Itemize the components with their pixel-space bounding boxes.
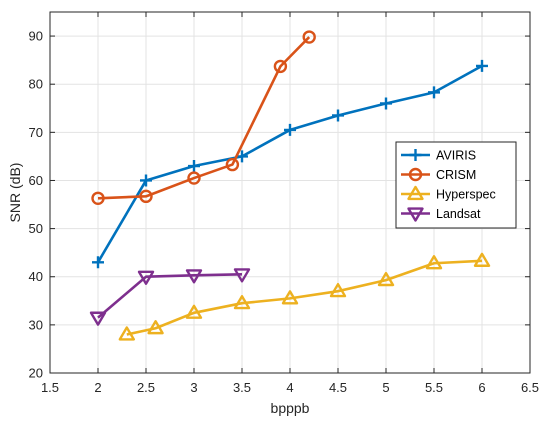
y-tick-label: 40	[29, 269, 43, 284]
y-tick-label: 70	[29, 125, 43, 140]
data-point-crism	[225, 157, 240, 172]
series-hyperspec	[118, 252, 491, 341]
x-axis-label: bpppb	[271, 400, 310, 416]
x-tick-label: 2	[94, 380, 101, 395]
data-point-landsat	[185, 269, 203, 284]
y-tick-label: 30	[29, 317, 43, 332]
x-tick-label: 4.5	[329, 380, 347, 395]
x-tick-label: 3.5	[233, 380, 251, 395]
legend-marker-landsat	[407, 207, 424, 222]
legend-marker-hyperspec	[407, 185, 424, 201]
x-tick-label: 5	[382, 380, 389, 395]
y-tick-label: 50	[29, 221, 43, 236]
axes-box	[49, 11, 531, 374]
series-landsat	[89, 268, 251, 326]
data-point-hyperspec	[233, 295, 251, 310]
data-point-aviris	[428, 86, 440, 99]
data-point-crism	[91, 191, 105, 205]
data-point-hyperspec	[473, 252, 491, 267]
x-tick-label: 6	[478, 380, 485, 395]
legend-marker-aviris	[409, 149, 422, 161]
data-point-aviris	[236, 150, 248, 163]
data-point-crism	[302, 30, 316, 44]
x-tick-label: 3	[190, 380, 197, 395]
y-tick-label: 90	[29, 29, 43, 44]
x-tick-label: 2.5	[137, 380, 155, 395]
legend: AVIRIS CRISM Hyperspec Landsat	[395, 141, 517, 229]
series-aviris	[92, 59, 488, 269]
legend-label-landsat: Landsat	[436, 207, 481, 221]
series-line-crism	[97, 36, 311, 200]
data-point-aviris	[332, 109, 344, 122]
data-point-crism	[187, 171, 201, 185]
x-tick-label: 4	[286, 380, 293, 395]
x-tick-label: 1.5	[41, 380, 59, 395]
axes	[49, 11, 531, 374]
x-tick-label: 6.5	[521, 380, 539, 395]
legend-label-aviris: AVIRIS	[436, 149, 476, 163]
data-point-aviris	[476, 59, 488, 72]
data-point-landsat	[233, 268, 251, 283]
legend-marker-crism	[408, 167, 423, 182]
x-tick-label: 5.5	[425, 380, 443, 395]
data-point-aviris	[284, 123, 296, 136]
plot-series	[89, 30, 491, 341]
data-point-hyperspec	[118, 326, 135, 341]
tick-labels: 1.5 2 2.5 3 3.5 4 4.5 5 5.5 6 6.5 20 30 40 50 60 70 80 90	[29, 29, 540, 395]
legend-label-hyperspec: Hyperspec	[436, 188, 496, 202]
data-point-aviris	[380, 97, 392, 110]
series-crism	[91, 30, 316, 205]
data-point-hyperspec	[425, 255, 443, 270]
data-point-hyperspec	[281, 290, 299, 305]
data-point-aviris	[140, 174, 152, 187]
data-point-crism	[273, 59, 288, 74]
data-point-hyperspec	[185, 304, 203, 319]
data-point-landsat	[89, 311, 107, 326]
legend-label-crism: CRISM	[436, 168, 476, 182]
series-line-landsat	[97, 273, 243, 319]
y-tick-label: 60	[29, 173, 43, 188]
data-point-hyperspec	[329, 282, 347, 298]
data-point-landsat	[137, 270, 155, 285]
data-point-hyperspec	[147, 320, 164, 335]
data-point-crism	[139, 189, 153, 204]
y-tick-label: 20	[29, 366, 43, 381]
data-point-hyperspec	[377, 271, 395, 287]
y-tick-label: 80	[29, 77, 43, 92]
data-point-aviris	[92, 256, 104, 269]
series-line-hyperspec	[126, 259, 483, 336]
data-point-aviris	[188, 160, 200, 173]
y-axis-label: SNR (dB)	[7, 163, 23, 223]
